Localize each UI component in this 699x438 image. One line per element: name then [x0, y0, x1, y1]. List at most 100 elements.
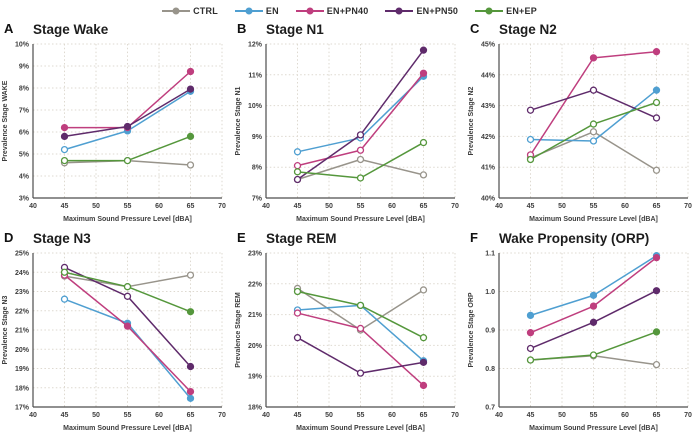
- y-tick-label: 0.8: [485, 366, 495, 373]
- y-tick-label: 18%: [15, 385, 30, 392]
- x-tick-label: 60: [388, 412, 396, 419]
- data-point-en+pn50: [186, 85, 195, 93]
- y-tick-label: 18%: [248, 405, 263, 412]
- x-tick-label: 60: [155, 203, 163, 210]
- data-point-ctrl: [419, 286, 428, 294]
- data-point-ctrl: [356, 155, 365, 164]
- data-point-en+pn40: [123, 322, 132, 330]
- chart-svg: 3% 4% 5% 6% 7% 8% 9% 10% 40 45 50 55 60 65 70 Prevalenc…: [2, 42, 226, 224]
- data-point-en+pn50: [526, 344, 535, 353]
- y-tick-label: 23%: [248, 251, 263, 258]
- x-tick-label: 70: [218, 412, 226, 419]
- y-tick-label: 12%: [248, 42, 263, 49]
- legend-item-en+pn50[interactable]: EN+PN50: [385, 6, 458, 16]
- data-point-en: [293, 148, 302, 156]
- legend-item-en+pn40[interactable]: EN+PN40: [295, 6, 369, 16]
- y-tick-label: 25%: [15, 251, 30, 258]
- y-tick-label: 22%: [15, 308, 30, 315]
- legend-marker-icon: [385, 7, 414, 15]
- legend-label: EN+PN40: [326, 6, 369, 16]
- panel-title: Stage N2: [499, 22, 557, 37]
- data-point-en+pn40: [293, 162, 302, 170]
- x-axis-label: Maximum Sound Pressure Level [dBA]: [63, 425, 192, 432]
- panel-title: Wake Propensity (ORP): [499, 231, 650, 246]
- data-point-en+ep: [356, 174, 365, 182]
- x-tick-label: 60: [388, 203, 396, 210]
- data-point-en+ep: [186, 308, 195, 316]
- x-axis-label: Maximum Sound Pressure Level [dBA]: [529, 425, 658, 432]
- data-point-en+pn50: [652, 287, 661, 295]
- x-tick-label: 60: [155, 412, 163, 419]
- x-tick-label: 70: [684, 412, 692, 419]
- data-point-ctrl: [186, 161, 195, 169]
- x-axis-label: Maximum Sound Pressure Level [dBA]: [296, 425, 425, 432]
- data-point-en+ep: [60, 156, 69, 165]
- legend-marker-icon: [475, 7, 504, 15]
- x-tick-label: 40: [495, 203, 503, 210]
- data-point-en+ep: [652, 328, 661, 336]
- data-point-ctrl: [652, 166, 661, 174]
- panel-d: D Stage N3 17% 18% 19% 20% 21% 22% 23% 24% 25% 40 45…: [0, 229, 233, 436]
- panel-letter: F: [470, 230, 478, 245]
- x-tick-label: 55: [357, 412, 365, 419]
- data-point-en+pn50: [293, 175, 302, 184]
- y-tick-label: 1.1: [485, 251, 495, 258]
- data-point-ctrl: [186, 271, 195, 279]
- x-tick-label: 45: [294, 203, 302, 210]
- y-axis-label: Prevalence Stage ORP: [468, 292, 475, 367]
- data-point-en+pn40: [589, 302, 598, 310]
- legend-label: EN+EP: [506, 6, 537, 16]
- panel-grid: A Stage Wake 3% 4% 5% 6% 7% 8% 9% 10% 40 45 50 55 60 65…: [0, 20, 699, 436]
- data-point-en+pn40: [293, 309, 302, 317]
- y-tick-label: 24%: [15, 270, 30, 277]
- x-tick-label: 55: [124, 412, 132, 419]
- panel-title: Stage REM: [266, 231, 337, 246]
- x-tick-label: 60: [621, 412, 629, 419]
- panel-letter: D: [4, 230, 14, 245]
- data-point-ctrl: [419, 171, 428, 179]
- data-point-en+pn50: [589, 318, 598, 326]
- y-tick-label: 19%: [15, 366, 30, 373]
- panel-f: F Wake Propensity (ORP) 0.7 0.8 0.9 1.0 1.1 40 4…: [466, 229, 699, 436]
- y-axis-label: Prevalence Stage N1: [235, 86, 242, 155]
- data-point-en+pn50: [186, 362, 195, 371]
- data-point-en: [526, 135, 535, 144]
- x-tick-label: 70: [451, 412, 459, 419]
- x-tick-label: 70: [451, 203, 459, 210]
- data-point-en: [652, 86, 661, 94]
- panel-title: Stage N1: [266, 22, 324, 37]
- series-line-en+pn50: [63, 266, 192, 368]
- legend-item-ctrl[interactable]: CTRL: [162, 6, 218, 16]
- x-tick-label: 40: [29, 412, 37, 419]
- y-axis-label: Prevalence Stage N2: [468, 86, 475, 155]
- x-tick-label: 65: [653, 412, 661, 419]
- x-tick-label: 45: [527, 203, 535, 210]
- data-point-en: [60, 295, 69, 303]
- y-tick-label: 8%: [19, 86, 30, 93]
- panel-title: Stage N3: [33, 231, 91, 246]
- legend-item-en+ep[interactable]: EN+EP: [475, 6, 537, 16]
- x-tick-label: 65: [187, 203, 195, 210]
- panel-letter: A: [4, 21, 14, 36]
- data-point-en+pn50: [123, 292, 132, 300]
- data-point-en+ep: [652, 98, 661, 107]
- data-point-en: [60, 145, 69, 154]
- y-tick-label: 43%: [481, 103, 496, 110]
- x-tick-label: 50: [325, 412, 333, 419]
- data-point-en+pn50: [652, 114, 661, 122]
- chart-svg: 18% 19% 20% 21% 22% 23% 40 45 50 55 60 65 70 Prevalen…: [235, 251, 459, 433]
- data-point-en+ep: [589, 351, 598, 359]
- y-axis-label: Prevalence Stage WAKE: [2, 80, 9, 161]
- x-tick-label: 40: [262, 203, 270, 210]
- x-tick-label: 55: [357, 203, 365, 210]
- y-tick-label: 8%: [252, 165, 263, 172]
- data-point-en+pn40: [186, 67, 195, 76]
- y-tick-label: 3%: [19, 196, 30, 203]
- data-point-en+pn40: [419, 69, 428, 77]
- y-tick-label: 20%: [248, 343, 263, 350]
- x-tick-label: 45: [61, 412, 69, 419]
- legend-item-en[interactable]: EN: [234, 6, 279, 16]
- data-point-en+pn50: [526, 106, 535, 114]
- x-tick-label: 70: [218, 203, 226, 210]
- data-point-en+ep: [123, 156, 132, 165]
